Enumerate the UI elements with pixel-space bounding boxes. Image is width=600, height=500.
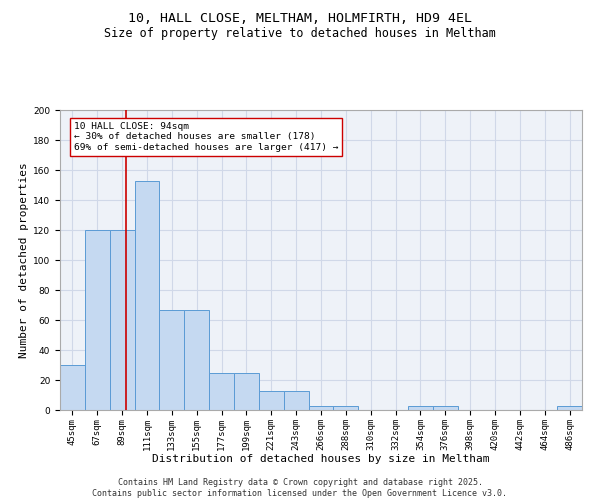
- Y-axis label: Number of detached properties: Number of detached properties: [19, 162, 29, 358]
- Bar: [184, 310, 209, 410]
- Bar: [134, 180, 160, 410]
- X-axis label: Distribution of detached houses by size in Meltham: Distribution of detached houses by size …: [152, 454, 490, 464]
- Text: 10 HALL CLOSE: 94sqm
← 30% of detached houses are smaller (178)
69% of semi-deta: 10 HALL CLOSE: 94sqm ← 30% of detached h…: [74, 122, 338, 152]
- Bar: [433, 406, 458, 410]
- Bar: [259, 390, 284, 410]
- Bar: [557, 406, 582, 410]
- Bar: [160, 310, 184, 410]
- Bar: [284, 390, 308, 410]
- Text: 10, HALL CLOSE, MELTHAM, HOLMFIRTH, HD9 4EL: 10, HALL CLOSE, MELTHAM, HOLMFIRTH, HD9 …: [128, 12, 472, 26]
- Text: Contains HM Land Registry data © Crown copyright and database right 2025.
Contai: Contains HM Land Registry data © Crown c…: [92, 478, 508, 498]
- Bar: [234, 372, 259, 410]
- Bar: [334, 406, 358, 410]
- Bar: [110, 230, 134, 410]
- Bar: [85, 230, 110, 410]
- Bar: [308, 406, 334, 410]
- Bar: [408, 406, 433, 410]
- Text: Size of property relative to detached houses in Meltham: Size of property relative to detached ho…: [104, 28, 496, 40]
- Bar: [209, 372, 234, 410]
- Bar: [60, 365, 85, 410]
